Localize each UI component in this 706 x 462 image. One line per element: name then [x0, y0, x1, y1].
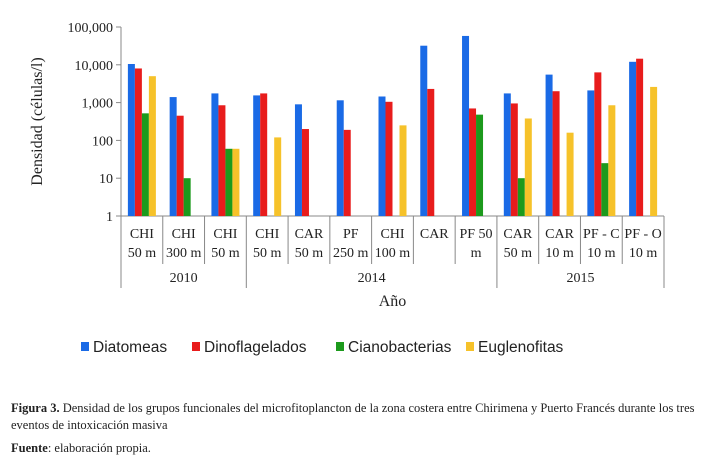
source-text: : elaboración propia.: [47, 441, 151, 455]
bar-diatomeas-4: [294, 104, 302, 216]
bar-diatomeas-10: [545, 74, 553, 216]
bar-euglenofitas-3: [274, 137, 282, 216]
bar-euglenofitas-9: [524, 118, 532, 216]
x-category-sublabel: 50 m: [128, 246, 157, 261]
bar-diatomeas-3: [253, 95, 261, 216]
bar-diatomeas-7: [420, 45, 428, 217]
bar-diatomeas-2: [211, 93, 219, 216]
x-category-sublabel: 300 m: [166, 246, 202, 261]
x-category-sublabel: 10 m: [629, 246, 658, 261]
labels: 1 10 100 1,000 10,000 100,000 Densidad (célula…: [29, 21, 662, 310]
y-tick-label: 10,000: [75, 59, 114, 74]
y-tick-label: 10: [99, 172, 113, 187]
legend-label-dinoflagelados: Dinoflagelados: [204, 339, 307, 356]
y-tick-label: 100: [92, 134, 113, 149]
figure-caption-text: Densidad de los grupos funcionales del m…: [11, 401, 695, 432]
bars: [127, 35, 658, 217]
x-category-sublabel: m: [471, 246, 482, 261]
bar-diatomeas-5: [336, 100, 344, 216]
source-label: Fuente: [11, 441, 48, 455]
bar-dinoflagelados-7: [427, 88, 435, 216]
x-category-label: CHI: [213, 227, 237, 242]
legend-swatch-euglenofitas: [466, 342, 474, 351]
bar-diatomeas-0: [127, 63, 135, 217]
bar-dinoflagelados-5: [343, 129, 351, 216]
x-axis-title: Año: [379, 293, 407, 310]
bar-cianobacterias-11: [601, 163, 609, 216]
x-category-sublabel: 10 m: [587, 246, 616, 261]
y-tick-label: 100,000: [68, 21, 114, 36]
x-category-sublabel: 250 m: [333, 246, 369, 261]
bar-diatomeas-9: [503, 93, 511, 216]
bar-diatomeas-8: [462, 35, 470, 217]
x-group-label: 2015: [566, 271, 594, 286]
y-tick-label: 1,000: [82, 97, 114, 112]
bar-dinoflagelados-4: [301, 129, 309, 216]
x-category-label: CAR: [420, 227, 449, 242]
figure-source: Fuente: elaboración propia.: [11, 440, 701, 457]
bar-dinoflagelados-9: [510, 103, 518, 216]
bar-cianobacterias-9: [517, 178, 525, 216]
x-category-label: CHI: [130, 227, 154, 242]
legend-label-euglenofitas: Euglenofitas: [478, 339, 564, 356]
figure-caption-label: Figura 3.: [11, 401, 60, 415]
bar-euglenofitas-0: [148, 76, 156, 217]
figure-caption: Figura 3. Densidad de los grupos funcion…: [11, 400, 701, 434]
x-category-label: CAR: [295, 227, 324, 242]
x-category-sublabel: 50 m: [295, 246, 324, 261]
x-category-label: PF - C: [583, 227, 620, 242]
bar-euglenofitas-2: [232, 148, 240, 216]
bar-dinoflagelados-1: [176, 115, 184, 216]
bar-diatomeas-12: [629, 61, 637, 217]
bar-dinoflagelados-8: [469, 108, 477, 216]
legend-swatch-dinoflagelados: [192, 342, 200, 351]
legend-swatch-cianobacterias: [336, 342, 344, 351]
bar-cianobacterias-0: [141, 113, 149, 216]
bar-dinoflagelados-2: [218, 105, 226, 216]
x-category-sublabel: 50 m: [504, 246, 533, 261]
x-group-label: 2014: [358, 271, 386, 286]
x-category-sublabel: 50 m: [211, 246, 240, 261]
bar-diatomeas-1: [169, 97, 177, 216]
x-category-label: CHI: [255, 227, 279, 242]
y-tick-label: 1: [106, 210, 113, 225]
x-category-label: PF: [343, 227, 359, 242]
x-category-label: PF 50: [459, 227, 492, 242]
x-category-sublabel: 100 m: [375, 246, 411, 261]
x-group-label: 2010: [170, 271, 198, 286]
density-bar-chart: 1 10 100 1,000 10,000 100,000 Densidad (célula…: [29, 21, 665, 356]
bar-euglenofitas-11: [608, 105, 616, 216]
bar-dinoflagelados-11: [594, 72, 602, 217]
bar-cianobacterias-2: [225, 148, 233, 216]
x-category-label: CHI: [172, 227, 196, 242]
legend-label-cianobacterias: Cianobacterias: [348, 339, 452, 356]
bar-dinoflagelados-10: [552, 91, 560, 216]
x-category-label: CHI: [380, 227, 404, 242]
bar-diatomeas-11: [587, 90, 595, 216]
bar-dinoflagelados-12: [636, 58, 644, 217]
legend: Diatomeas Dinoflagelados Cianobacterias Eug…: [81, 339, 564, 356]
bar-diatomeas-6: [378, 96, 386, 216]
y-axis-title: Densidad (células/l): [29, 57, 46, 185]
legend-swatch-diatomeas: [81, 342, 89, 351]
bar-euglenofitas-6: [399, 125, 407, 216]
bar-dinoflagelados-0: [134, 68, 142, 216]
x-category-label: CAR: [503, 227, 532, 242]
bar-cianobacterias-8: [476, 114, 484, 216]
bar-cianobacterias-1: [183, 178, 191, 216]
x-category-label: CAR: [545, 227, 574, 242]
bar-dinoflagelados-6: [385, 101, 393, 216]
legend-label-diatomeas: Diatomeas: [93, 339, 167, 356]
bar-euglenofitas-10: [566, 132, 574, 216]
x-category-label: PF - O: [624, 227, 661, 242]
bar-dinoflagelados-3: [260, 93, 268, 216]
bar-euglenofitas-12: [650, 86, 658, 217]
x-category-sublabel: 50 m: [253, 246, 282, 261]
x-category-sublabel: 10 m: [545, 246, 574, 261]
